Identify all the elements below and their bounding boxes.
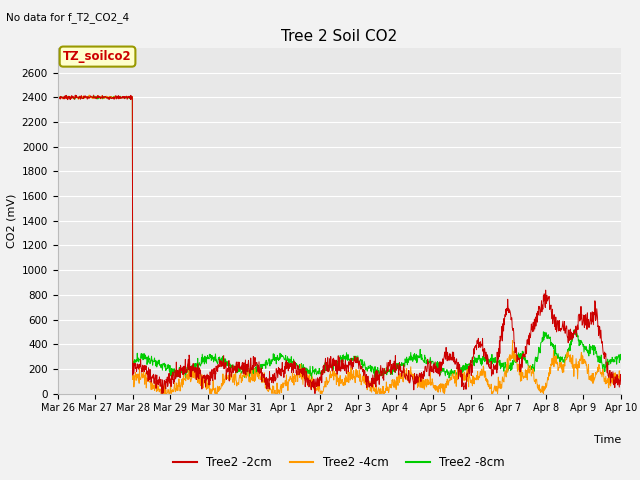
Tree2 -4cm [120, 95, 128, 100]
Tree2 -2cm [158, 391, 166, 396]
Text: No data for f_T2_CO2_4: No data for f_T2_CO2_4 [6, 12, 129, 23]
Tree2 -8cm [375, 371, 383, 376]
Line: Tree2 -8cm: Tree2 -8cm [58, 96, 621, 379]
Y-axis label: CO2 (mV): CO2 (mV) [6, 193, 16, 248]
Tree2 -8cm [120, 95, 128, 101]
Tree2 -2cm [90, 92, 97, 98]
Text: TZ_soilco2: TZ_soilco2 [63, 50, 132, 63]
Tree2 -8cm [617, 357, 625, 363]
Tree2 -4cm [375, 385, 383, 391]
Tree2 -2cm [120, 96, 128, 102]
Tree2 -4cm [316, 380, 323, 386]
Title: Tree 2 Soil CO2: Tree 2 Soil CO2 [281, 29, 397, 44]
Tree2 -2cm [316, 376, 323, 382]
Tree2 -4cm [54, 95, 61, 100]
Tree2 -8cm [98, 94, 106, 100]
Tree2 -2cm [305, 384, 313, 390]
Tree2 -2cm [294, 367, 301, 373]
Legend: Tree2 -2cm, Tree2 -4cm, Tree2 -8cm: Tree2 -2cm, Tree2 -4cm, Tree2 -8cm [168, 451, 510, 474]
Tree2 -8cm [89, 93, 97, 99]
Tree2 -8cm [182, 376, 189, 382]
Tree2 -8cm [305, 367, 313, 373]
Tree2 -2cm [617, 382, 625, 387]
Text: Time: Time [593, 435, 621, 445]
Line: Tree2 -4cm: Tree2 -4cm [58, 95, 621, 394]
Tree2 -8cm [294, 363, 301, 369]
Tree2 -4cm [617, 372, 625, 377]
Line: Tree2 -2cm: Tree2 -2cm [58, 95, 621, 394]
Tree2 -4cm [85, 92, 93, 98]
Tree2 -8cm [54, 94, 61, 99]
Tree2 -2cm [98, 95, 106, 101]
Tree2 -4cm [305, 373, 313, 379]
Tree2 -2cm [54, 93, 61, 98]
Tree2 -4cm [157, 391, 164, 396]
Tree2 -8cm [316, 365, 323, 371]
Tree2 -4cm [294, 371, 301, 376]
Tree2 -2cm [375, 374, 383, 380]
Tree2 -4cm [98, 94, 106, 100]
